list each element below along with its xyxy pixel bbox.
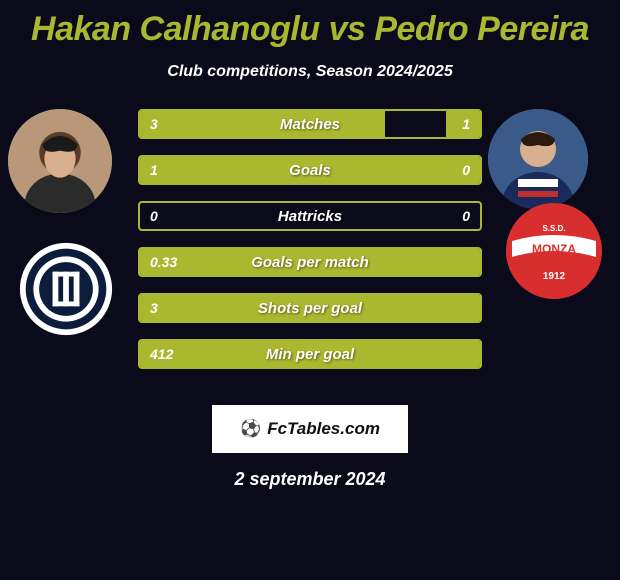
stat-row: 10Goals (138, 155, 482, 185)
stat-label: Hattricks (140, 203, 480, 229)
stat-row: 31Matches (138, 109, 482, 139)
svg-text:S.S.D.: S.S.D. (542, 224, 565, 233)
svg-text:MONZA: MONZA (532, 242, 576, 256)
branding-label: FcTables.com (267, 419, 380, 439)
club-left-badge (18, 241, 114, 337)
comparison-area: MONZA S.S.D. 1912 31Matches 10Goals 00Hatt… (0, 109, 620, 389)
stat-label: Min per goal (140, 341, 480, 367)
svg-text:1912: 1912 (543, 271, 566, 282)
stat-row: 0.33Goals per match (138, 247, 482, 277)
stat-row: 412Min per goal (138, 339, 482, 369)
club-right-badge: MONZA S.S.D. 1912 (504, 201, 604, 301)
stat-label: Matches (140, 111, 480, 137)
player-right-avatar (488, 109, 588, 209)
subtitle: Club competitions, Season 2024/2025 (0, 63, 620, 81)
stat-label: Goals (140, 157, 480, 183)
date-label: 2 september 2024 (0, 469, 620, 490)
stat-row: 00Hattricks (138, 201, 482, 231)
comparison-bars: 31Matches 10Goals 00Hattricks 0.33Goals per… (138, 109, 482, 385)
stat-label: Goals per match (140, 249, 480, 275)
stat-label: Shots per goal (140, 295, 480, 321)
page-title: Hakan Calhanoglu vs Pedro Pereira (0, 0, 620, 49)
soccer-icon: ⚽ (240, 419, 261, 439)
branding-badge: ⚽ FcTables.com (212, 405, 408, 453)
stat-row: 3Shots per goal (138, 293, 482, 323)
player-left-avatar (8, 109, 112, 213)
